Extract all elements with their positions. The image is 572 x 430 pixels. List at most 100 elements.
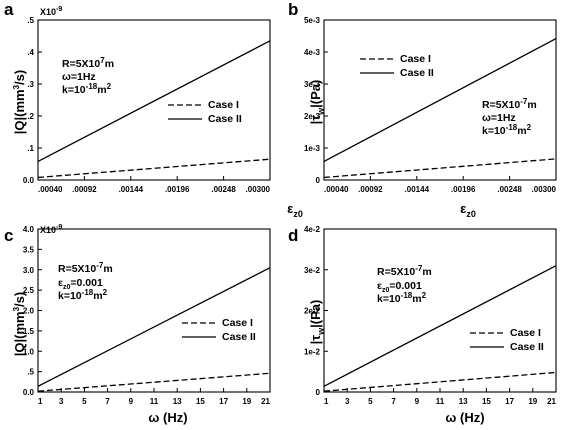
annotation: R=5X107m ω=1Hz k=10-18m2 xyxy=(62,56,114,96)
svg-text:k=10-18m2: k=10-18m2 xyxy=(62,82,112,96)
legend: Case I Case II xyxy=(168,99,242,125)
x-tick-label: 3 xyxy=(59,397,64,406)
series-line-case-ii xyxy=(37,40,271,163)
panel-letter: d xyxy=(288,226,298,245)
x-tick-label: .00144 xyxy=(405,185,430,194)
panel-c: c X10-9 |Q|(mm3/s) ω (Hz) 0.0 .5 1.0 1.5 2.0… xyxy=(4,224,271,425)
legend-label: Case II xyxy=(400,67,434,79)
y-multiplier-exp: -9 xyxy=(56,6,62,13)
y-axis-label: |τw|(Pa) xyxy=(308,300,326,345)
series-line-case-i xyxy=(37,372,271,392)
x-tick-label: .00300 xyxy=(246,185,271,194)
panel-letter: c xyxy=(4,226,13,245)
svg-text:εz0=0.001: εz0=0.001 xyxy=(58,277,103,291)
legend: Case I Case II xyxy=(182,317,256,343)
svg-text:R=5X10-7m: R=5X10-7m xyxy=(377,264,432,278)
y-tick-label: 4.0 xyxy=(23,225,35,234)
svg-text:k=10-18m2: k=10-18m2 xyxy=(482,123,532,137)
x-axis-label: ω (Hz) xyxy=(148,410,187,425)
legend-label: Case II xyxy=(510,341,544,353)
svg-text:R=5X10-7m: R=5X10-7m xyxy=(58,261,113,275)
y-axis-label: |Q|(mm3/s) xyxy=(12,292,27,356)
y-tick-label: 2.0 xyxy=(23,307,35,316)
x-tick-label: .00040 xyxy=(38,185,63,194)
y-tick-label: 2.5 xyxy=(23,286,35,295)
x-tick-label: 21 xyxy=(261,397,270,406)
svg-text:εz0: εz0 xyxy=(287,201,303,219)
y-tick-label: 1e-3 xyxy=(304,144,321,153)
y-tick-label: .1 xyxy=(27,144,34,153)
y-tick-label: 0.0 xyxy=(23,388,35,397)
legend: Case I Case II xyxy=(470,327,544,353)
series-line-case-i xyxy=(323,371,557,392)
panel-d: d |τw|(Pa) ω (Hz) 01e-22e-23e-24e-21 3 5 7 9… xyxy=(288,225,557,425)
annotation: R=5X10-7m εz0=0.001 k=10-18m2 xyxy=(58,261,113,302)
svg-text:ω=1Hz: ω=1Hz xyxy=(62,71,96,83)
x-tick-label: 3 xyxy=(345,397,350,406)
svg-text:ω (Hz): ω (Hz) xyxy=(445,410,484,425)
y-tick-label: .5 xyxy=(27,16,34,25)
legend-label: Case I xyxy=(510,327,541,339)
legend-label: Case I xyxy=(222,317,253,329)
series-line-case-ii xyxy=(37,267,271,387)
plot-area: 0 1e-3 2e-3 3e-3 4e-3 5e-3 .00040 .00092 .00144.… xyxy=(304,16,557,194)
annotation: R=5X10-7m εz0=0.001 k=10-18m2 xyxy=(377,264,432,305)
plot-area: 0.0.51.01.52.02.53.03.54.01 3 5 7 9 11 13 15 17 1… xyxy=(23,225,271,406)
x-tick-label: .00040 xyxy=(324,185,349,194)
svg-text:εz0: εz0 xyxy=(460,201,476,219)
x-tick-label: .00300 xyxy=(532,185,557,194)
y-tick-label: 3e-3 xyxy=(304,80,321,89)
x-axis-label: εz0 xyxy=(287,201,303,219)
y-tick-label: .5 xyxy=(27,368,34,377)
panel-letter: b xyxy=(288,0,298,19)
panel-b: b |τw|(Pa) εz0 01e-32e-33e-34e-35e-3.000… xyxy=(288,0,557,219)
x-tick-label: 11 xyxy=(150,397,159,406)
y-tick-label: 5e-3 xyxy=(304,16,321,25)
panel-letter: a xyxy=(4,0,14,19)
legend-label: Case II xyxy=(208,113,242,125)
series-line-case-ii xyxy=(323,37,557,163)
y-multiplier-exp: -9 xyxy=(56,224,62,231)
svg-text:|Q|(mm3/s): |Q|(mm3/s) xyxy=(12,70,27,134)
svg-text:εz0=0.001: εz0=0.001 xyxy=(377,280,422,294)
y-multiplier-base: X10 xyxy=(40,7,56,17)
x-tick-label: 19 xyxy=(528,397,537,406)
y-tick-label: 3.0 xyxy=(23,266,35,275)
y-tick-label: 3e-2 xyxy=(304,266,321,275)
x-tick-label: 15 xyxy=(196,397,205,406)
y-tick-label: 0.0 xyxy=(23,176,35,185)
x-tick-label: 17 xyxy=(219,397,228,406)
series-line-case-i xyxy=(37,158,271,179)
x-tick-label: 5 xyxy=(368,397,373,406)
plot-frame xyxy=(37,228,271,393)
plot-frame xyxy=(323,19,557,181)
series-line-case-ii xyxy=(323,265,557,387)
y-tick-label: .4 xyxy=(27,48,34,57)
y-tick-label: 1e-2 xyxy=(304,347,321,356)
x-tick-label: 7 xyxy=(105,397,110,406)
svg-text:k=10-18m2: k=10-18m2 xyxy=(58,288,108,302)
x-tick-label: 15 xyxy=(482,397,491,406)
x-tick-label: .00144 xyxy=(119,185,144,194)
y-tick-label: 3.5 xyxy=(23,245,35,254)
svg-text:|τw|(Pa): |τw|(Pa) xyxy=(308,300,326,345)
plot-frame xyxy=(37,19,271,181)
legend-label: Case II xyxy=(222,331,256,343)
y-tick-label: 1.0 xyxy=(23,347,35,356)
panel-a: a X10-9 |Q|(mm3/s) εz0 0.0 .1 .2 .3 .4 .5 .000… xyxy=(4,0,303,219)
svg-text:|Q|(mm3/s): |Q|(mm3/s) xyxy=(12,292,27,356)
x-tick-label: .00092 xyxy=(358,185,383,194)
annotation: R=5X10-7m ω=1Hz k=10-18m2 xyxy=(482,97,537,137)
x-tick-label: 9 xyxy=(415,397,420,406)
x-tick-label: .00248 xyxy=(497,185,522,194)
svg-text:k=10-18m2: k=10-18m2 xyxy=(377,291,427,305)
y-axis-label: |Q|(mm3/s) xyxy=(12,70,27,134)
legend-label: Case I xyxy=(400,53,431,65)
y-tick-label: .3 xyxy=(27,80,34,89)
x-tick-label: 21 xyxy=(547,397,556,406)
legend-label: Case I xyxy=(208,99,239,111)
y-tick-label: 2e-3 xyxy=(304,112,321,121)
x-tick-label: .00196 xyxy=(165,185,190,194)
